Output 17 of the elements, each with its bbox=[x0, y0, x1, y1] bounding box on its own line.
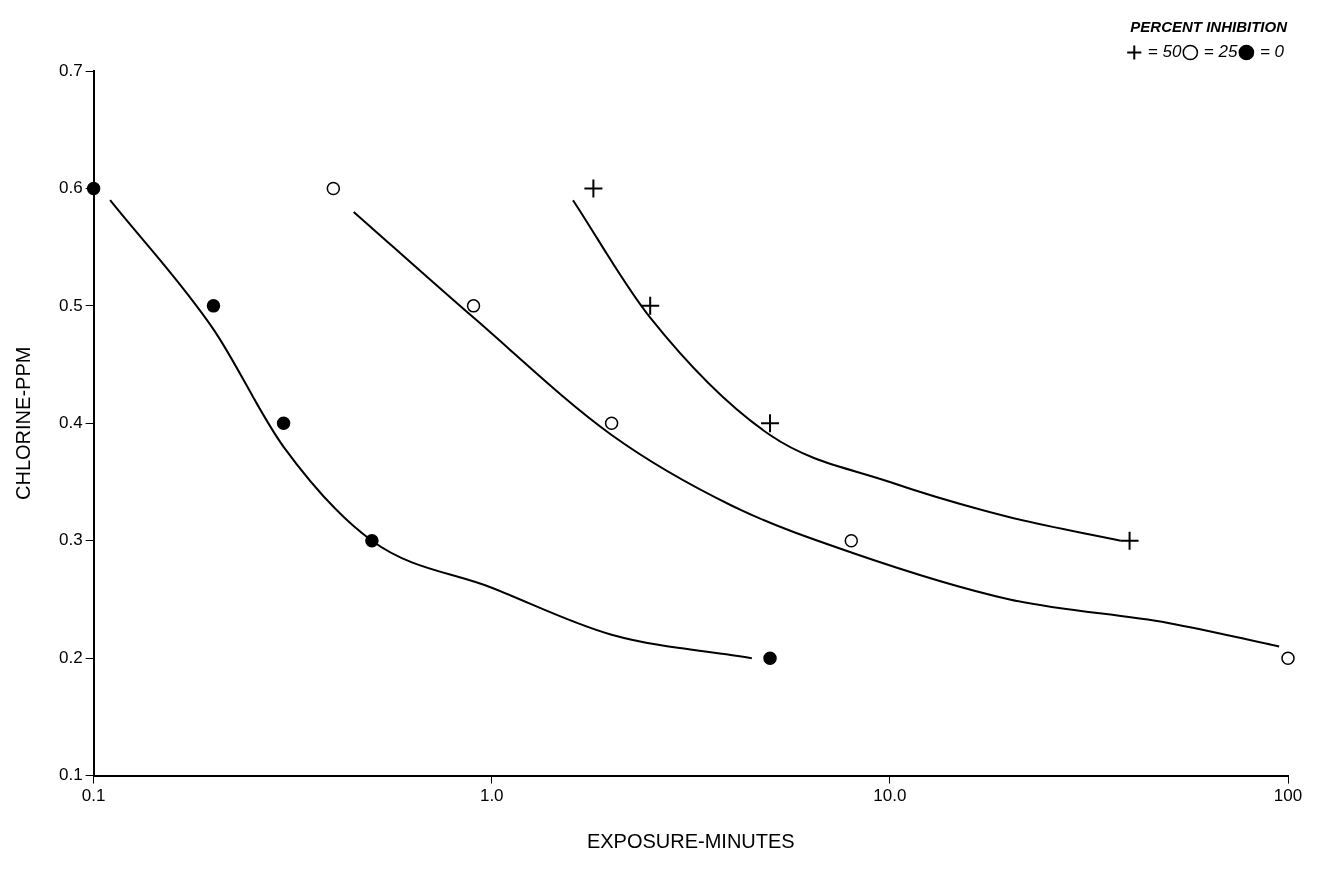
legend-label: = 50 bbox=[1147, 42, 1182, 62]
y-tick-label: 0.5 bbox=[58, 295, 83, 315]
legend-title: PERCENT INHIBITION bbox=[1130, 17, 1289, 35]
y-tick-label: 0.1 bbox=[58, 765, 83, 785]
y-tick-label: 0.3 bbox=[58, 530, 83, 550]
y-tick-label: 0.2 bbox=[58, 647, 83, 667]
legend-label: = 25 bbox=[1203, 42, 1238, 62]
x-axis-title: EXPOSURE-MINUTES bbox=[586, 829, 795, 852]
y-tick-label: 0.6 bbox=[58, 178, 83, 198]
x-tick-label: 1.0 bbox=[479, 786, 504, 806]
x-tick-label: 0.1 bbox=[81, 786, 106, 806]
legend-label: = 0 bbox=[1259, 42, 1285, 62]
y-axis-title: CHLORINE-PPM bbox=[11, 346, 34, 500]
y-tick-label: 0.4 bbox=[58, 412, 83, 432]
y-tick-label: 0.7 bbox=[58, 60, 83, 80]
x-tick-label: 100 bbox=[1273, 786, 1303, 806]
x-tick-label: 10.0 bbox=[873, 786, 907, 806]
